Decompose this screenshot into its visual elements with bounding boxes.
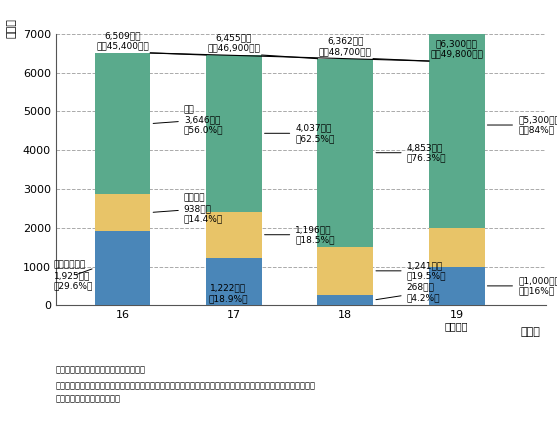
Bar <box>317 247 373 295</box>
Text: 1,196か所
（18.5%）: 1,196か所 （18.5%） <box>265 225 335 244</box>
Bar <box>206 258 262 305</box>
Text: 約1,000か所
（約16%）: 約1,000か所 （約16%） <box>487 276 557 296</box>
Text: 6,455か所
（約46,900人）: 6,455か所 （約46,900人） <box>208 33 260 52</box>
Bar <box>317 59 373 247</box>
Bar <box>429 22 485 228</box>
Bar <box>95 53 150 194</box>
Text: 1,241か所
（19.5%）: 1,241か所 （19.5%） <box>376 261 446 281</box>
Text: 原則
3,646か所
（56.0%）: 原則 3,646か所 （56.0%） <box>153 105 223 135</box>
Text: 原　　則：一当務２人以上の交番制交番: 原 則：一当務２人以上の交番制交番 <box>56 365 146 374</box>
Text: 約5,300か所
（約84%）: 約5,300か所 （約84%） <box>487 115 557 135</box>
Text: 例外類型
938か所
（14.4%）: 例外類型 938か所 （14.4%） <box>153 194 223 223</box>
Text: に該当しないもの: に該当しないもの <box>56 395 121 404</box>
Bar <box>317 295 373 305</box>
Text: 6,362か所
（約48,700人）: 6,362か所 （約48,700人） <box>319 36 372 56</box>
Bar <box>206 55 262 212</box>
Bar <box>429 228 485 267</box>
Text: 「空き交番」
1,925か所
（29.6%）: 「空き交番」 1,925か所 （29.6%） <box>53 261 93 290</box>
Text: 4,037か所
（62.5%）: 4,037か所 （62.5%） <box>265 123 335 143</box>
Text: 1,222か所
（18.9%）: 1,222か所 （18.9%） <box>209 284 248 303</box>
Bar <box>429 267 485 305</box>
Text: 6,509か所
（約45,400人）: 6,509か所 （約45,400人） <box>96 31 149 50</box>
Text: （年）: （年） <box>520 327 540 338</box>
Text: 268か所
（4.2%）: 268か所 （4.2%） <box>376 283 440 302</box>
Bar <box>206 212 262 258</box>
Bar <box>95 231 150 305</box>
Text: （計画）: （計画） <box>445 321 468 331</box>
Bar <box>95 194 150 231</box>
Text: 4,853か所
（76.3%）: 4,853か所 （76.3%） <box>376 143 446 162</box>
Text: 例外類型：一当務２人以上の交番制交番ではないが、勤務事象の少ない地域にあり、補完体制等により「空き交番」: 例外類型：一当務２人以上の交番制交番ではないが、勤務事象の少ない地域にあり、補完… <box>56 381 316 390</box>
Text: 約6,300か所
（約49,800人）: 約6,300か所 （約49,800人） <box>431 39 483 59</box>
Y-axis label: （所）: （所） <box>7 19 17 39</box>
